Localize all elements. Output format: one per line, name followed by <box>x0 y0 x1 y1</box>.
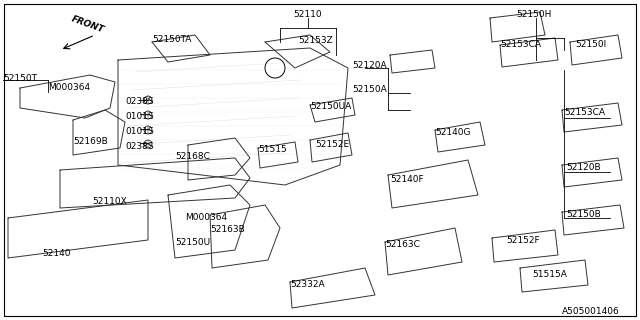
Text: 52120A: 52120A <box>352 61 387 70</box>
Text: 51515: 51515 <box>258 145 287 154</box>
Text: 52168C: 52168C <box>175 152 210 161</box>
Text: 52153CA: 52153CA <box>500 40 541 49</box>
Text: 52169B: 52169B <box>73 137 108 146</box>
Text: 52152F: 52152F <box>506 236 540 245</box>
Text: 52150I: 52150I <box>575 40 606 49</box>
Text: 52150H: 52150H <box>516 10 552 19</box>
Text: FRONT: FRONT <box>70 15 106 35</box>
Text: 0101S: 0101S <box>125 127 154 136</box>
Text: 52110X: 52110X <box>92 197 127 206</box>
Text: 52150T: 52150T <box>3 74 37 83</box>
Text: 52120B: 52120B <box>566 163 600 172</box>
Text: 52110: 52110 <box>294 10 323 19</box>
Text: 52153Z: 52153Z <box>298 36 333 45</box>
Text: 52153CA: 52153CA <box>564 108 605 117</box>
Text: 51515A: 51515A <box>532 270 567 279</box>
Text: 52150A: 52150A <box>352 85 387 94</box>
Text: 52163C: 52163C <box>385 240 420 249</box>
Text: 52152E: 52152E <box>315 140 349 149</box>
Text: 52163B: 52163B <box>210 225 244 234</box>
Text: 52150UA: 52150UA <box>310 102 351 111</box>
Text: 52140: 52140 <box>42 249 70 258</box>
Text: 52140F: 52140F <box>390 175 424 184</box>
Text: 0101S: 0101S <box>125 112 154 121</box>
Text: M000364: M000364 <box>185 213 227 222</box>
Text: A505001406: A505001406 <box>563 307 620 316</box>
Text: M000364: M000364 <box>48 83 90 92</box>
Text: 52150TA: 52150TA <box>152 35 191 44</box>
Text: 0238S: 0238S <box>125 142 154 151</box>
Text: 52150U: 52150U <box>175 238 210 247</box>
Text: 52332A: 52332A <box>290 280 324 289</box>
Text: 52140G: 52140G <box>435 128 470 137</box>
Text: 0238S: 0238S <box>125 97 154 106</box>
Text: 52150B: 52150B <box>566 210 601 219</box>
